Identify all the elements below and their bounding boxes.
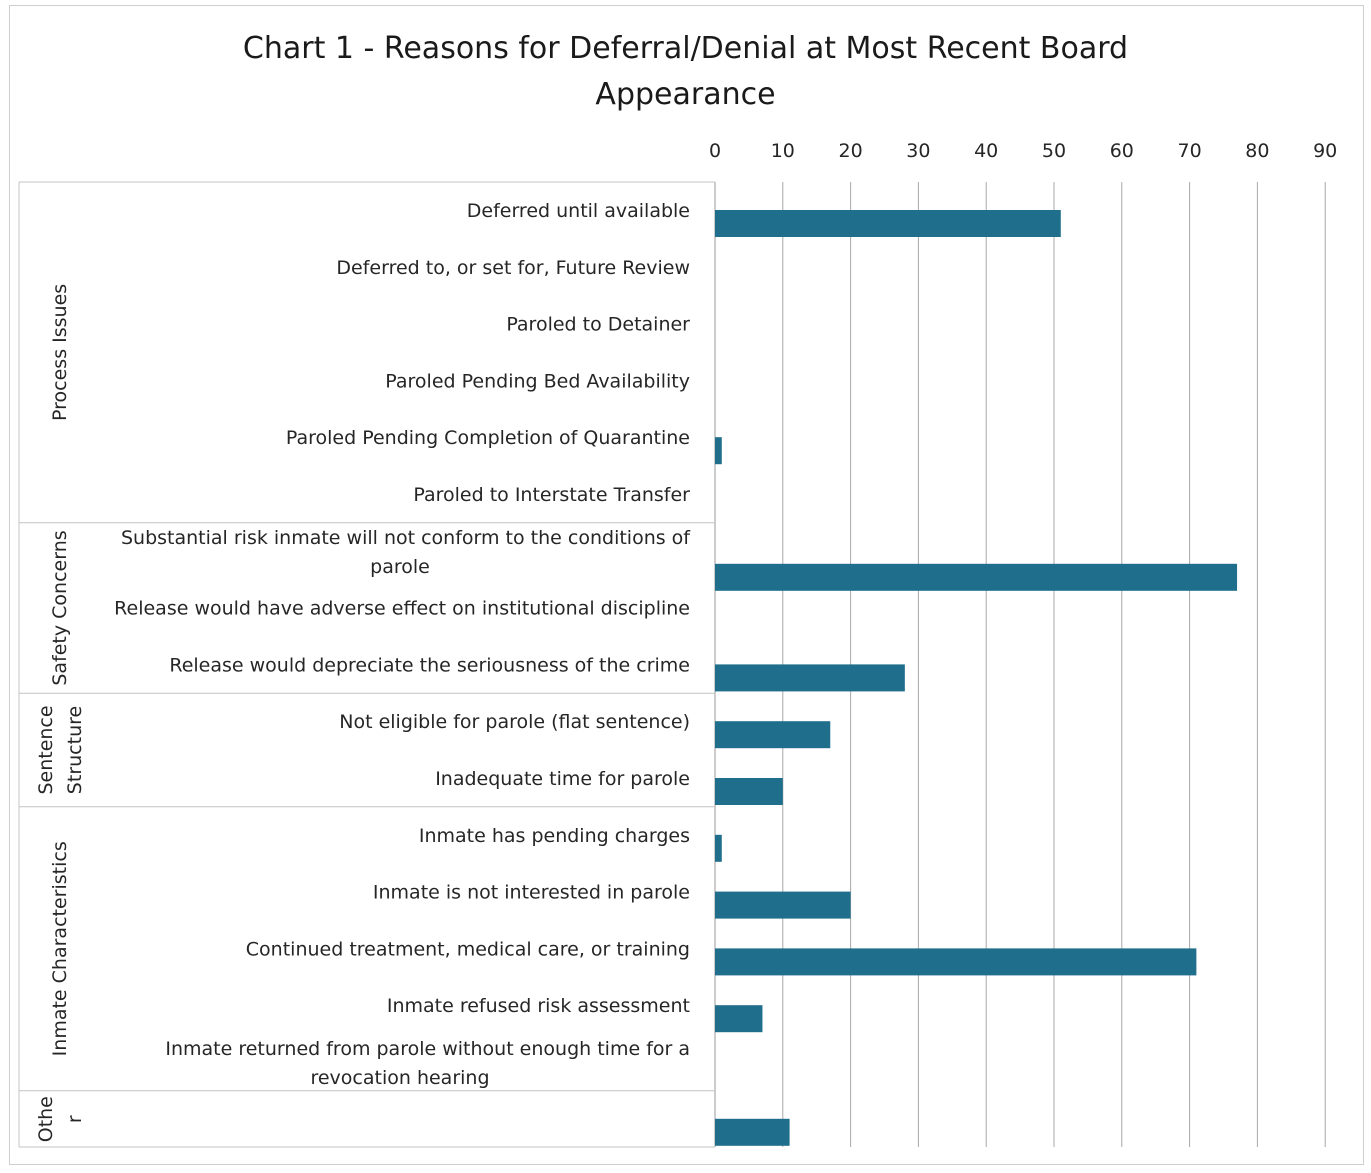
group-label: Safety Concerns: [49, 530, 71, 685]
category-label: Substantial risk inmate will not conform…: [121, 527, 691, 549]
x-tick-label: 50: [1042, 140, 1066, 162]
group-label-line: Process Issues: [49, 284, 71, 421]
group-label-line: Inmate Characteristics: [49, 841, 71, 1056]
x-tick-label: 90: [1313, 140, 1337, 162]
category-label: Inmate is not interested in parole: [373, 882, 690, 904]
x-tick-label: 0: [709, 140, 721, 162]
bar: [715, 1118, 790, 1146]
bar: [715, 563, 1238, 591]
category-label: Inmate refused risk assessment: [387, 995, 690, 1017]
bar: [715, 834, 722, 862]
x-tick-label: 10: [771, 140, 795, 162]
bar: [715, 948, 1197, 976]
bar: [715, 437, 722, 465]
category-label: Paroled to Interstate Transfer: [413, 484, 690, 506]
chart-title-line-1: Chart 1 - Reasons for Deferral/Denial at…: [242, 31, 1129, 66]
category-label: Release would depreciate the seriousness…: [169, 654, 690, 676]
chart-title-line-2: Appearance: [595, 77, 776, 112]
category-label: Release would have adverse effect on ins…: [114, 598, 690, 620]
category-label: Not eligible for parole (flat sentence): [339, 711, 690, 733]
chart-frame: [9, 5, 1364, 1165]
category-label: Paroled Pending Bed Availability: [385, 370, 690, 392]
category-label: Inadequate time for parole: [435, 768, 690, 790]
group-label-line: Sentence: [35, 705, 57, 794]
category-label: parole: [370, 556, 430, 578]
group-label-line: r: [64, 1115, 86, 1123]
category-label: Deferred to, or set for, Future Review: [336, 257, 690, 279]
group-label-line: Safety Concerns: [49, 530, 71, 685]
group-separators: [18, 181, 715, 1148]
chart-title: Chart 1 - Reasons for Deferral/Denial at…: [0, 26, 1371, 118]
x-tick-label: 70: [1178, 140, 1202, 162]
category-labels: Deferred until available Deferred to, or …: [114, 200, 691, 1089]
category-label: Paroled to Detainer: [506, 314, 690, 336]
x-tick-label: 60: [1110, 140, 1134, 162]
bar: [715, 778, 783, 805]
bar: [715, 891, 851, 919]
bar: [715, 664, 905, 692]
group-labels: Process Issues Safety Concerns Sentence Str…: [35, 284, 86, 1142]
category-label: Paroled Pending Completion of Quarantine: [286, 427, 690, 449]
x-tick-label: 40: [974, 140, 998, 162]
group-label: Othe r: [35, 1096, 86, 1142]
category-label: Deferred until available: [467, 200, 690, 222]
bars: [715, 210, 1238, 1146]
group-label: Process Issues: [49, 284, 71, 421]
group-label-line: Othe: [35, 1096, 57, 1142]
x-tick-label: 80: [1245, 140, 1269, 162]
bar: [715, 1005, 763, 1033]
bar: [715, 210, 1061, 237]
x-axis-ticks: 0 10 20 30 40 50 60 70 80 90: [709, 140, 1337, 162]
bar: [715, 721, 831, 749]
group-label: Inmate Characteristics: [49, 841, 71, 1056]
group-label-line: Structure: [64, 706, 86, 794]
category-label: Continued treatment, medical care, or tr…: [246, 938, 690, 960]
category-label: Inmate has pending charges: [419, 825, 690, 847]
category-label: revocation hearing: [310, 1067, 489, 1089]
group-label: Sentence Structure: [35, 705, 86, 794]
x-tick-label: 30: [906, 140, 930, 162]
category-label: Inmate returned from parole without enou…: [165, 1038, 690, 1060]
x-tick-label: 20: [839, 140, 863, 162]
